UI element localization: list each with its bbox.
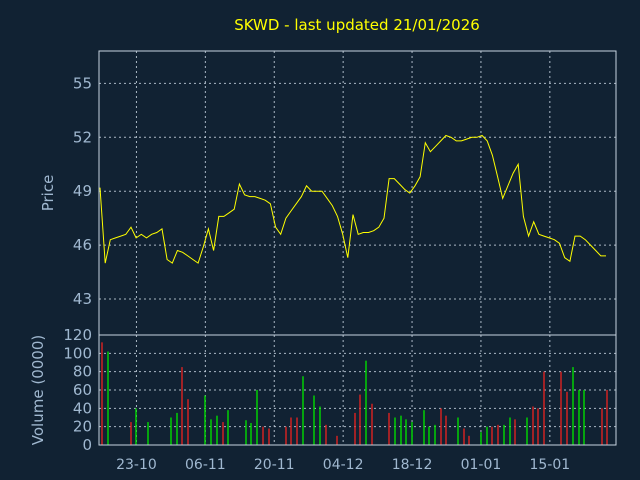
price-axis-label: Price [39,175,57,212]
volume-tick-label: 120 [63,326,92,344]
volume-tick-label: 0 [82,436,92,454]
volume-plot-frame [98,334,617,446]
price-tick-label: 46 [73,236,92,254]
chart-title: SKWD - last updated 21/01/2026 [234,16,480,34]
volume-grid [99,334,616,446]
volume-tick-label: 80 [73,363,92,381]
x-tick-label: 15-01 [529,457,570,473]
price-tick-label: 43 [73,290,92,308]
x-tick-label: 20-11 [254,457,295,473]
volume-bars [101,342,608,445]
volume-tick-label: 40 [73,399,92,417]
price-tick-label: 55 [73,74,92,92]
price-tick-label: 52 [73,128,92,146]
volume-axis-label: Volume (0000) [29,335,47,445]
price-grid [99,51,616,335]
price-panel: 43 46 49 52 55 Price [39,50,617,336]
x-tick-label: 04-12 [323,457,364,473]
price-series-line [99,134,606,264]
volume-tick-label: 60 [73,381,92,399]
volume-tick-label: 20 [73,418,92,436]
volume-tick-label: 100 [63,344,92,362]
price-tick-label: 49 [73,182,92,200]
x-tick-label: 01-01 [461,457,502,473]
x-axis-ticks: 23-10 06-11 20-11 04-12 18-12 01-01 15-01 [116,457,570,473]
x-tick-label: 06-11 [185,457,226,473]
price-y-ticks: 43 46 49 52 55 [73,74,92,308]
x-tick-label: 18-12 [392,457,433,473]
x-tick-label: 23-10 [116,457,157,473]
